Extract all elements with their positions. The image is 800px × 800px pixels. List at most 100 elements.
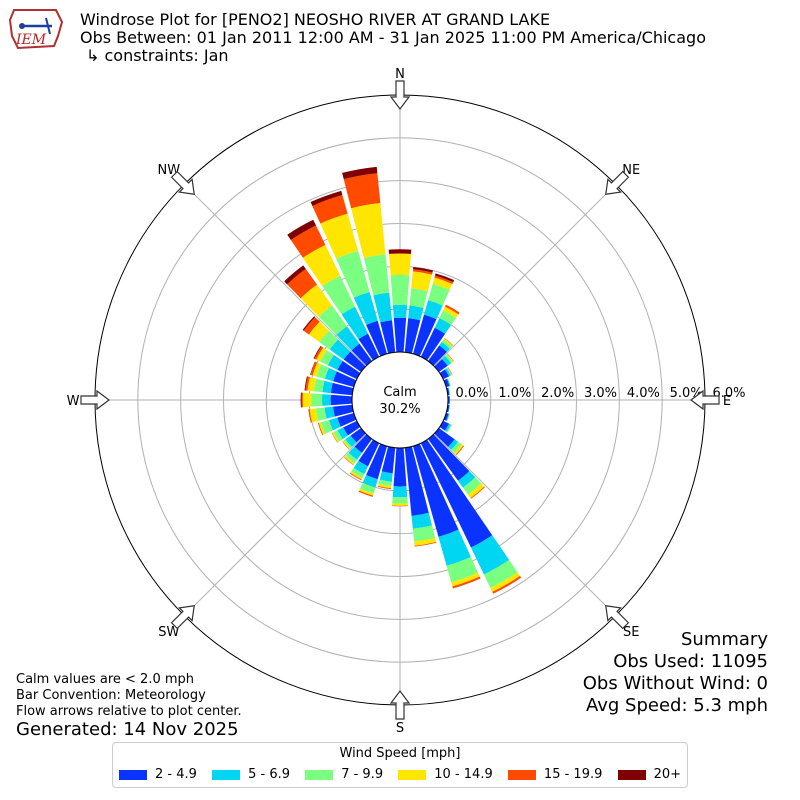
windrose-bar-segment — [316, 347, 327, 362]
radial-tick-label: 1.0% — [498, 386, 531, 401]
legend-item: 20+ — [617, 767, 681, 782]
windrose-bar-segment — [351, 203, 386, 259]
windrose-bar-segment — [389, 253, 411, 276]
windrose-bar-segment — [434, 428, 455, 447]
windrose-bar-segment — [312, 195, 348, 224]
windrose-bar-segment — [317, 422, 324, 436]
legend-item: 15 - 19.9 — [507, 767, 603, 782]
ring-gridline — [180, 180, 620, 620]
summary-avg-speed: Avg Speed: 5.3 mph — [586, 695, 768, 716]
windrose-bar-segment — [342, 440, 351, 450]
windrose-bar-segment — [350, 428, 366, 443]
windrose-bar-segment — [344, 455, 355, 465]
windrose-bar-segment — [329, 417, 341, 431]
calm-note: Calm values are < 2.0 mph — [16, 672, 195, 687]
windrose-bar-segment — [390, 274, 410, 306]
speed-legend: Wind Speed [mph] 2 - 4.9 5 - 6.9 7 - 9.9 10… — [112, 742, 688, 788]
windrose-bar-segment — [313, 378, 325, 393]
windrose-bar-segment — [451, 572, 480, 587]
windrose-bar-segment — [343, 439, 352, 449]
flow-arrow-icon — [605, 605, 630, 630]
windrose-bar-segment — [428, 434, 470, 481]
windrose-bar-segment — [302, 316, 316, 331]
legend-label: 2 - 4.9 — [155, 767, 197, 782]
windrose-bar-segment — [492, 575, 522, 594]
windrose-bar-segment — [447, 367, 453, 376]
windrose-bar-segment — [329, 339, 351, 360]
windrose-bar-segment — [452, 576, 481, 589]
windrose-bar-segment — [310, 190, 343, 206]
legend-swatch — [507, 769, 536, 780]
windrose-bar-segment — [392, 496, 408, 504]
windrose-bar-segment — [366, 443, 388, 480]
windrose-bar-segment — [337, 427, 348, 440]
windrose-bar-segment — [312, 362, 322, 377]
windrose-bar-segment — [414, 541, 437, 547]
flow-arrow-icon — [605, 170, 630, 195]
legend-swatch — [119, 769, 147, 780]
direction-label: SE — [623, 625, 639, 640]
windrose-bar-segment — [439, 341, 450, 352]
windrose-bar-segment — [446, 367, 452, 376]
windrose-bar-segment — [373, 292, 393, 323]
windrose-bar-segment — [468, 483, 485, 499]
windrose-bar-segment — [378, 479, 392, 487]
windrose-bar-segment — [350, 471, 363, 480]
windrose-bar-segment — [448, 439, 459, 450]
summary-obs-used: Obs Used: 11095 — [613, 651, 768, 672]
title-line-2: Obs Between: 01 Jan 2011 12:00 AM - 31 J… — [80, 28, 706, 47]
windrose-bar-segment — [393, 317, 407, 353]
windrose-bar-segment — [300, 392, 302, 408]
direction-label: SW — [158, 625, 179, 640]
legend-label: 5 - 6.9 — [248, 767, 290, 782]
windrose-bar-segment — [443, 378, 450, 388]
radial-tick-label: 6.0% — [712, 386, 745, 401]
windrose-bar-segment — [342, 166, 378, 180]
windrose-bar-segment — [319, 330, 339, 350]
bar-convention-note: Bar Convention: Meteorology — [16, 688, 206, 703]
windrose-bar-segment — [380, 320, 396, 354]
windrose-bar-segment — [446, 413, 450, 422]
radial-tick-label: 0.0% — [455, 386, 488, 401]
legend-item: 5 - 6.9 — [212, 767, 290, 782]
windrose-bar-segment — [432, 277, 453, 290]
calm-label: Calm — [383, 385, 416, 400]
windrose-bar-segment — [301, 392, 304, 408]
title-line-3: ↳ constraints: Jan — [86, 46, 229, 65]
windrose-bar-segment — [327, 354, 343, 370]
windrose-bar-segment — [309, 408, 319, 423]
radial-tick-label: 2.0% — [541, 386, 574, 401]
windrose-bar-segment — [392, 503, 408, 506]
windrose-bar-segment — [330, 394, 353, 406]
windrose-bar-segment — [287, 268, 318, 299]
windrose-bar-segment — [362, 474, 378, 488]
windrose-bar-segment — [343, 420, 361, 436]
windrose-bar-segment — [322, 275, 356, 315]
summary-title: Summary — [681, 629, 768, 650]
windrose-bar-segment — [307, 377, 317, 392]
windrose-bar-segment — [446, 424, 452, 433]
legend-item: 7 - 9.9 — [305, 767, 383, 782]
flow-arrow-icon — [170, 170, 195, 195]
windrose-bar-segment — [451, 441, 462, 453]
windrose-bar-segment — [444, 304, 460, 315]
windrose-bar-segment — [343, 173, 381, 209]
legend-label: 15 - 19.9 — [543, 767, 603, 782]
windrose-bar-segment — [358, 333, 380, 361]
windrose-bar-segment — [470, 535, 510, 575]
windrose-bar-segment — [353, 291, 378, 326]
windrose-bar-segment — [446, 556, 478, 583]
windrose-bar-segment — [444, 423, 451, 432]
windrose-bar-segment — [442, 356, 452, 366]
direction-label: S — [396, 721, 404, 736]
windrose-bar-segment — [316, 407, 327, 421]
windrose-bar-segment — [413, 266, 434, 273]
flow-arrow-icon — [80, 389, 110, 411]
legend-label: 10 - 14.9 — [434, 767, 493, 782]
flow-arrow-icon — [690, 389, 720, 411]
windrose-bar-segment — [359, 488, 374, 496]
windrose-bar-segment — [311, 393, 323, 407]
direction-label: NE — [622, 163, 640, 178]
windrose-bar-segment — [393, 447, 407, 487]
windrose-bar-segment — [438, 529, 471, 566]
